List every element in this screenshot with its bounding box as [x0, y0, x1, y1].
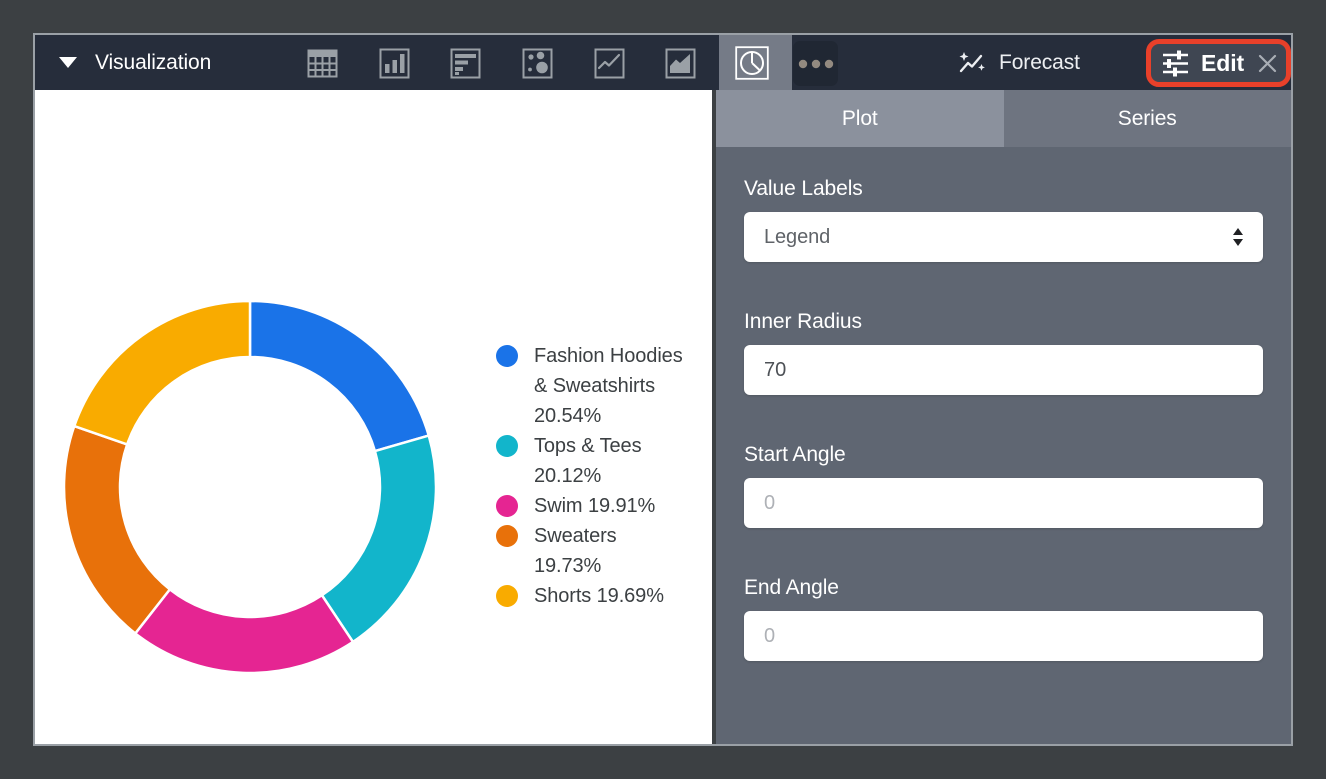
line-chart-viz-button[interactable] — [593, 47, 625, 79]
legend-swatch — [496, 495, 518, 517]
value-labels-selected-value: Legend — [764, 225, 831, 248]
legend-swatch — [496, 345, 518, 367]
panel-tabs: Plot Series — [716, 90, 1291, 147]
legend-label: Sweaters 19.73% — [534, 525, 617, 577]
inner-radius-label: Inner Radius — [744, 310, 862, 333]
legend-swatch — [496, 435, 518, 457]
unfold-arrows-icon — [1231, 227, 1245, 247]
value-labels-select[interactable]: Legend — [744, 212, 1263, 262]
legend-swatch — [496, 585, 518, 607]
table-viz-button[interactable] — [306, 47, 338, 79]
close-icon — [1257, 53, 1278, 74]
legend-label: Shorts 19.69% — [534, 585, 664, 607]
edit-highlight-annotation: Edit — [1146, 39, 1291, 87]
legend-item[interactable]: Fashion Hoodies & Sweatshirts 20.54% — [496, 341, 688, 431]
collapse-caret-icon[interactable] — [59, 57, 77, 68]
legend-label: Fashion Hoodies & Sweatshirts 20.54% — [534, 345, 683, 427]
more-viz-options-button[interactable] — [793, 41, 838, 86]
forecast-sparkle-icon — [957, 48, 987, 78]
edit-panel: Plot Series Value Labels Legend Inner Ra… — [716, 90, 1291, 744]
forecast-label: Forecast — [999, 50, 1080, 74]
close-panel-button[interactable] — [1257, 53, 1278, 74]
tune-sliders-icon — [1161, 49, 1190, 78]
toolbar-title: Visualization — [95, 50, 212, 74]
table-icon — [307, 49, 338, 78]
visualization-header[interactable]: Visualization — [35, 35, 211, 90]
pie-chart-icon — [735, 46, 769, 80]
edit-button[interactable]: Edit — [1161, 49, 1244, 78]
start-angle-label: Start Angle — [744, 443, 846, 466]
end-angle-input[interactable] — [744, 611, 1263, 661]
donut-slice[interactable] — [133, 587, 355, 675]
visualization-toolbar: Visualization — [35, 35, 1291, 90]
area-chart-viz-button[interactable] — [664, 47, 696, 79]
donut-slice[interactable] — [248, 299, 431, 453]
start-angle-input[interactable] — [744, 478, 1263, 528]
donut-slice[interactable] — [320, 434, 438, 644]
legend-item[interactable]: Sweaters 19.73% — [496, 521, 688, 581]
legend-label: Swim 19.91% — [534, 495, 656, 517]
legend-item[interactable]: Shorts 19.69% — [496, 581, 688, 611]
panel-divider — [712, 90, 716, 744]
line-chart-icon — [594, 48, 625, 79]
donut-chart — [62, 299, 438, 675]
chart-canvas: Fashion Hoodies & Sweatshirts 20.54% Tops… — [35, 90, 712, 744]
end-angle-label: End Angle — [744, 576, 839, 599]
chart-legend: Fashion Hoodies & Sweatshirts 20.54% Tops… — [496, 341, 688, 611]
legend-item[interactable]: Swim 19.91% — [496, 491, 688, 521]
value-labels-label: Value Labels — [744, 177, 863, 200]
area-chart-icon — [665, 48, 696, 79]
column-chart-viz-button[interactable] — [378, 47, 410, 79]
donut-slice[interactable] — [62, 424, 172, 636]
scatter-plot-icon — [522, 48, 553, 79]
scatter-viz-button[interactable] — [521, 47, 553, 79]
panel-body: Value Labels Legend Inner Radius Start A… — [716, 147, 1291, 661]
pie-viz-selected-background — [719, 35, 792, 90]
legend-label: Tops & Tees 20.12% — [534, 435, 642, 487]
visualization-window: Visualization — [33, 33, 1293, 746]
legend-item[interactable]: Tops & Tees 20.12% — [496, 431, 688, 491]
bar-chart-viz-button[interactable] — [449, 47, 481, 79]
donut-slice[interactable] — [72, 299, 252, 447]
more-options-icon — [798, 59, 834, 69]
tab-plot[interactable]: Plot — [716, 90, 1004, 147]
bar-chart-icon — [450, 48, 481, 79]
edit-label: Edit — [1201, 49, 1245, 76]
tab-series[interactable]: Series — [1003, 90, 1291, 147]
pie-chart-viz-button[interactable] — [735, 46, 769, 80]
column-chart-icon — [379, 48, 410, 79]
legend-swatch — [496, 525, 518, 547]
inner-radius-input[interactable] — [744, 345, 1263, 395]
forecast-button[interactable]: Forecast — [957, 35, 1080, 90]
